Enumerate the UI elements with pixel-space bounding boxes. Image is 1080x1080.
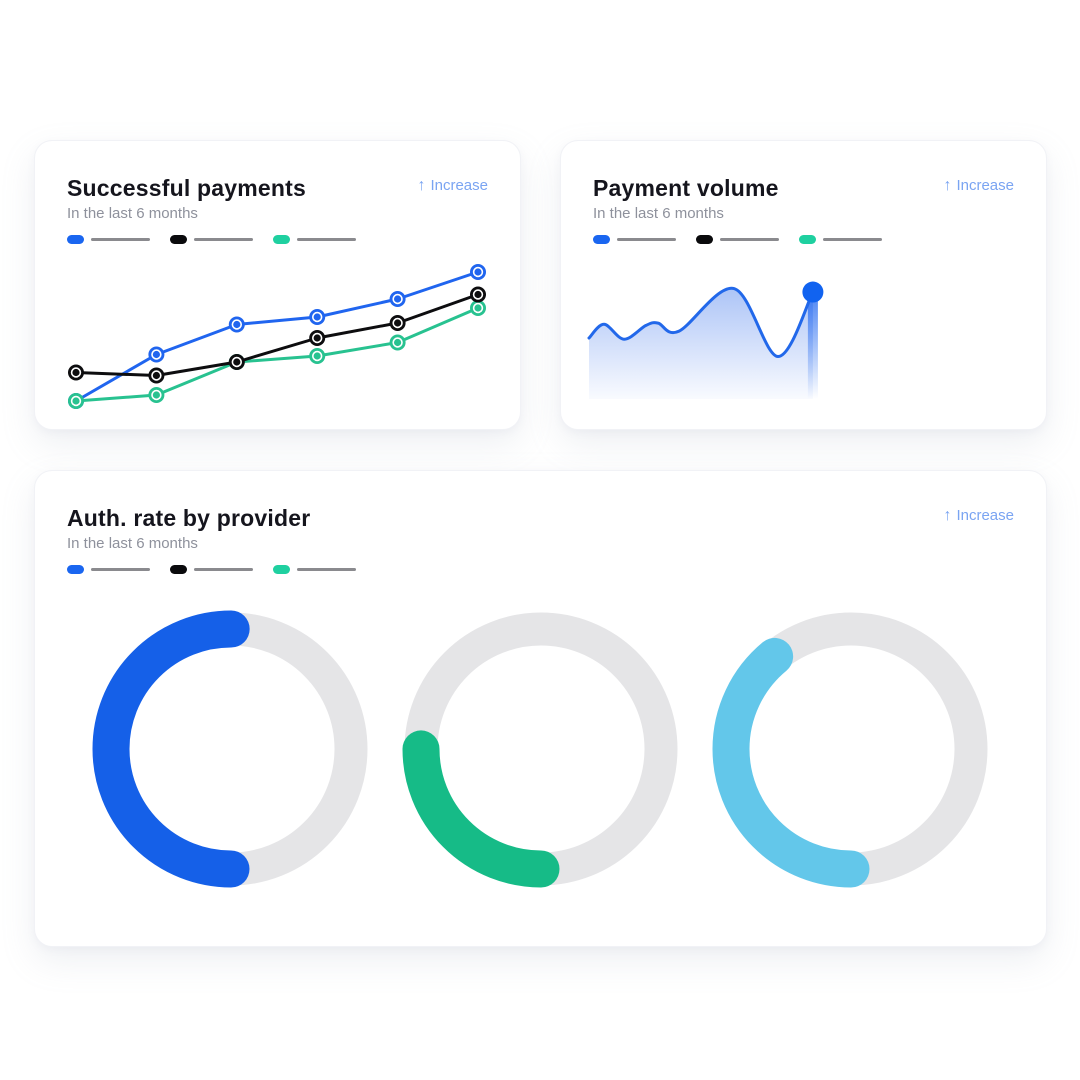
legend-swatch-black — [170, 235, 187, 244]
increase-link[interactable]: ↑ Increase — [417, 177, 488, 194]
legend-line — [720, 237, 779, 242]
legend-line — [297, 567, 356, 572]
legend-item-green — [273, 565, 356, 574]
card-auth-rate: Auth. rate by provider In the last 6 mon… — [34, 470, 1047, 947]
legend-item-blue — [593, 235, 676, 244]
legend-item-black — [696, 235, 779, 244]
card-subtitle: In the last 6 months — [67, 205, 198, 222]
legend-item-green — [273, 235, 356, 244]
increase-link[interactable]: ↑ Increase — [943, 177, 1014, 194]
line-chart — [68, 264, 486, 409]
increase-label: Increase — [956, 177, 1014, 194]
legend-swatch-black — [696, 235, 713, 244]
legend-item-green — [799, 235, 882, 244]
legend-swatch-green — [273, 235, 290, 244]
increase-link[interactable]: ↑ Increase — [943, 507, 1014, 524]
chart-legend — [67, 565, 356, 574]
donut-chart-2 — [402, 610, 680, 888]
legend-line — [823, 237, 882, 242]
legend-line — [91, 237, 150, 242]
card-title: Successful payments — [67, 175, 307, 201]
area-chart — [587, 281, 824, 399]
card-subtitle: In the last 6 months — [67, 535, 198, 552]
legend-swatch-blue — [67, 235, 84, 244]
legend-swatch-black — [170, 565, 187, 574]
chart-legend — [593, 235, 882, 244]
card-title: Auth. rate by provider — [67, 505, 311, 531]
donut-chart-3 — [712, 610, 990, 888]
legend-swatch-blue — [67, 565, 84, 574]
arrow-up-icon: ↑ — [417, 176, 426, 194]
legend-item-black — [170, 565, 253, 574]
arrow-up-icon: ↑ — [943, 506, 952, 524]
legend-swatch-green — [799, 235, 816, 244]
legend-line — [91, 567, 150, 572]
legend-line — [194, 237, 253, 242]
legend-item-blue — [67, 565, 150, 574]
increase-label: Increase — [430, 177, 488, 194]
chart-legend — [67, 235, 356, 244]
arrow-up-icon: ↑ — [943, 176, 952, 194]
legend-line — [194, 567, 253, 572]
donut-row — [91, 609, 991, 889]
card-payment-volume: Payment volume In the last 6 months ↑ In… — [560, 140, 1047, 430]
card-subtitle: In the last 6 months — [593, 205, 724, 222]
card-title: Payment volume — [593, 175, 779, 201]
donut-chart-1 — [92, 610, 370, 888]
legend-line — [617, 237, 676, 242]
increase-label: Increase — [956, 507, 1014, 524]
legend-swatch-blue — [593, 235, 610, 244]
legend-swatch-green — [273, 565, 290, 574]
legend-line — [297, 237, 356, 242]
legend-item-blue — [67, 235, 150, 244]
legend-item-black — [170, 235, 253, 244]
card-successful-payments: Successful payments In the last 6 months… — [34, 140, 521, 430]
